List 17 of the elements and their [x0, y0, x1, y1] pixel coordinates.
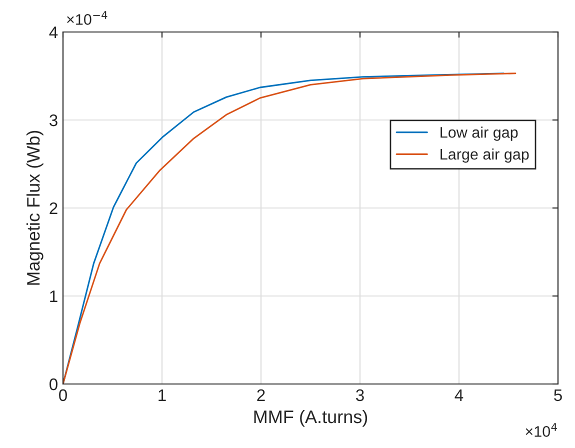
y-tick-label: 4	[49, 26, 58, 38]
x-axis-title: MMF (A.turns)	[254, 410, 368, 427]
x-tick-label: 1	[158, 389, 166, 401]
y-tick-label: 0	[50, 378, 58, 390]
x-tick-label: 2	[257, 389, 265, 401]
x-tick-label: 3	[356, 389, 364, 402]
y-tick-label: 2	[50, 202, 58, 214]
text: ×10$^{4}$	[526, 423, 557, 437]
x-tick-label: 4	[454, 389, 464, 401]
legend-label: Low air gap	[440, 126, 518, 141]
legend-label: Large air gap	[440, 148, 529, 163]
y-tick-label: 1	[50, 290, 58, 302]
x-tick-label: 0	[59, 389, 67, 402]
y-tick-label: 3	[50, 114, 58, 126]
text: ×10$^{−4}$	[67, 11, 108, 25]
y-axis-title: Magnetic Flux (Wb)	[26, 130, 44, 285]
x-tick-label: 5	[554, 389, 562, 402]
